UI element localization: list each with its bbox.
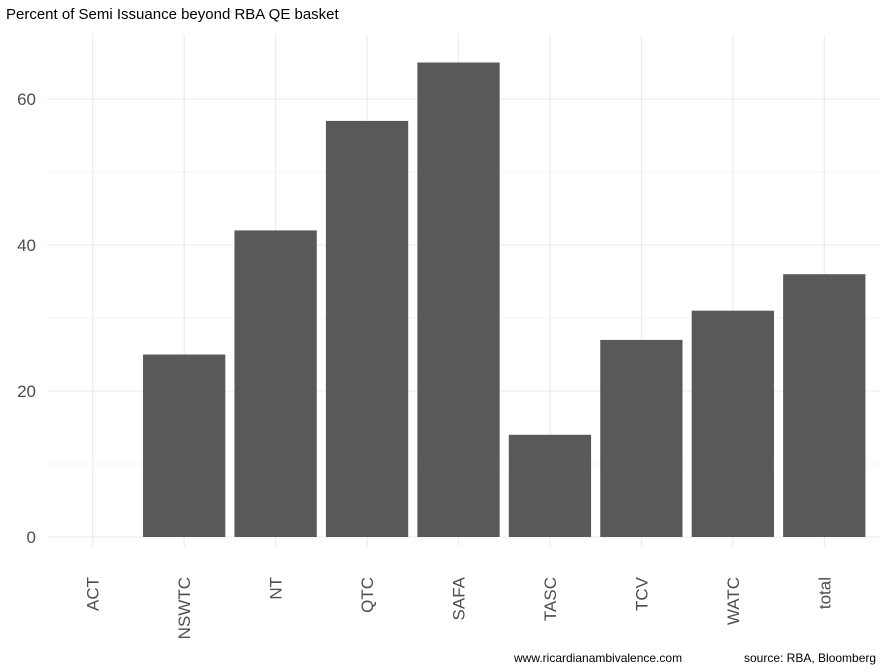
- source-caption: source: RBA, Bloomberg: [744, 651, 877, 665]
- y-tick-label: 40: [17, 236, 36, 255]
- x-tick-label: TASC: [541, 577, 560, 621]
- x-tick-label: total: [815, 577, 834, 609]
- x-tick-label: NT: [267, 577, 286, 600]
- x-tick-label: TCV: [632, 576, 651, 611]
- bar-safa: [417, 62, 500, 537]
- bar-nt: [234, 230, 317, 537]
- bar-qtc: [325, 120, 409, 538]
- x-tick-label: NSWTC: [175, 577, 194, 639]
- bar-nswtc: [143, 354, 226, 537]
- bar-tcv: [600, 339, 683, 537]
- y-tick-label: 60: [17, 90, 36, 109]
- bar-total: [783, 274, 866, 537]
- bar-watc: [691, 310, 774, 537]
- x-tick-label: WATC: [724, 577, 743, 625]
- chart-title: Percent of Semi Issuance beyond RBA QE b…: [6, 6, 339, 23]
- x-tick-label: ACT: [84, 577, 103, 611]
- bar-tasc: [508, 434, 592, 537]
- website-caption: www.ricardianambivalence.com: [514, 651, 683, 665]
- x-tick-label: QTC: [358, 577, 377, 613]
- y-tick-label: 0: [27, 528, 36, 547]
- x-tick-label: SAFA: [450, 576, 469, 620]
- y-tick-label: 20: [17, 382, 36, 401]
